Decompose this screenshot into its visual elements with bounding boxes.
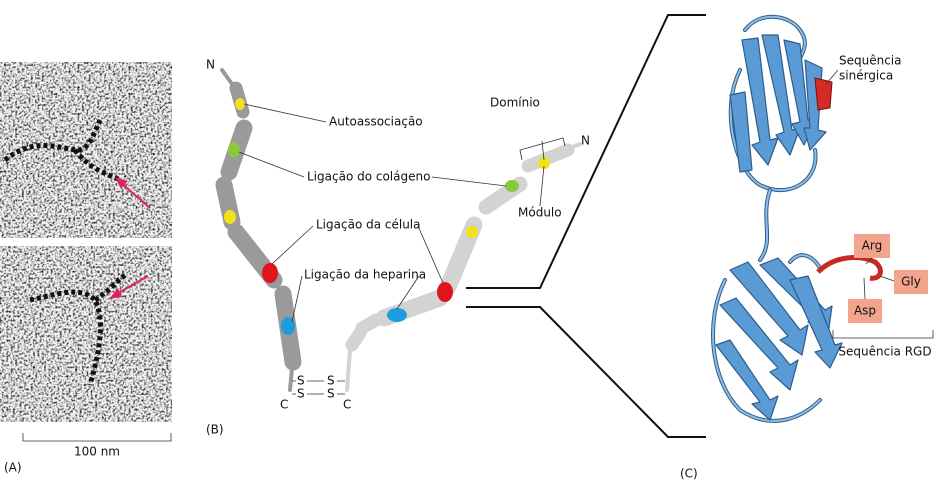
annotation: Ligação da célula [316,218,421,232]
sulfur: S [297,387,305,401]
annotation: Ligação da heparina [304,268,426,282]
annotation: Ligação do colágeno [307,170,430,184]
scale-bar [22,433,172,442]
micrograph-noise [0,62,172,238]
panel-a: 100 nm (A) [0,62,172,475]
arrow [114,275,149,296]
disulfide: S S S S [292,374,345,401]
shape [729,91,753,173]
leader-lines [238,103,566,323]
sulfur: S [327,387,335,401]
annotation: Sequência RGD [838,345,931,359]
shape [789,275,843,369]
arrowhead [109,288,122,299]
shape [238,151,507,187]
rgd-bracket [832,330,934,339]
shape [538,157,550,169]
panel-c: Sequência sinérgica Arg Gly Asp Sequênci… [680,14,934,481]
shape [437,282,453,302]
annotation: Autoassociação [329,115,423,129]
shape [292,380,345,395]
zoom-lines [466,14,706,438]
arrow [119,181,151,209]
shape [729,261,809,356]
shape [345,326,367,352]
molecule-trace [29,272,127,386]
residue-box [894,270,928,294]
protein-top [728,14,833,192]
binding-sites [224,98,550,335]
shape [345,348,352,392]
shape [539,165,545,207]
shape [741,37,779,166]
shape [243,103,327,123]
scale-label: 100 nm [74,445,120,459]
micrograph-noise [0,246,172,422]
rgd-loop [816,255,883,281]
shape [825,69,839,85]
shape [228,142,240,158]
shape [505,180,519,192]
shape [288,366,294,392]
shape [719,297,799,391]
annotation: Módulo [518,206,562,220]
shape [291,275,420,323]
sulfur: S [327,374,335,388]
shape [863,257,895,300]
panel-label: (C) [680,467,698,481]
left-chain [215,68,302,392]
shape [220,68,234,86]
panel-label: (A) [4,461,22,475]
residue-box [854,234,890,258]
shape [715,339,779,421]
shape [761,34,801,156]
shape [387,308,407,322]
terminal: C [280,398,288,412]
residue: Asp [854,304,876,318]
shape [521,143,575,173]
shape [224,210,236,224]
shape [712,254,821,422]
annotation: sinérgica [839,69,893,83]
annotation: Domínio [490,96,540,110]
terminal: C [343,398,351,412]
shape [281,317,295,335]
shape [355,313,383,335]
annotation: Sequência [839,54,902,68]
shape [235,98,245,110]
panel-label: (B) [206,423,224,437]
terminal: N [581,134,590,148]
shape [568,142,582,150]
arrowhead [115,177,128,189]
shape [759,189,771,261]
shape [262,263,278,283]
residue: Gly [901,275,921,289]
terminal: N [206,58,215,72]
shape [466,226,478,238]
panel-b: N N C C S S S S Autoassociação Ligação d… [206,58,590,437]
shape [519,137,566,161]
shape [271,225,444,284]
sulfur: S [297,374,305,388]
residue: Arg [862,239,883,253]
residue-box [848,299,882,323]
synergy-site [814,77,833,111]
protein-bottom [711,253,883,423]
